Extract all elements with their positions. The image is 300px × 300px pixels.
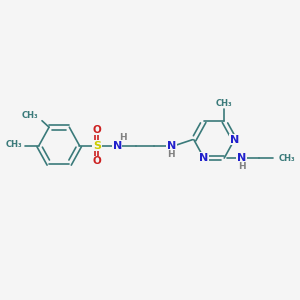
Text: N: N — [167, 141, 176, 151]
Text: N: N — [230, 135, 239, 145]
Text: CH₃: CH₃ — [5, 140, 22, 149]
Text: O: O — [93, 157, 101, 166]
Text: O: O — [93, 125, 101, 135]
Text: N: N — [199, 153, 208, 163]
Text: H: H — [167, 150, 175, 159]
Text: S: S — [93, 141, 101, 151]
Text: CH₃: CH₃ — [216, 99, 232, 108]
Text: H: H — [120, 133, 127, 142]
Text: CH₃: CH₃ — [279, 154, 296, 163]
Text: N: N — [112, 141, 122, 151]
Text: N: N — [237, 153, 246, 163]
Text: H: H — [238, 162, 246, 171]
Text: CH₃: CH₃ — [21, 111, 38, 120]
